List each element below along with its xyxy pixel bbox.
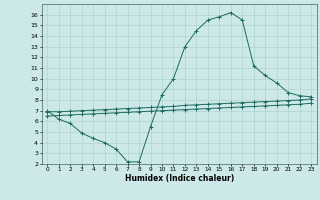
X-axis label: Humidex (Indice chaleur): Humidex (Indice chaleur)	[124, 174, 234, 183]
